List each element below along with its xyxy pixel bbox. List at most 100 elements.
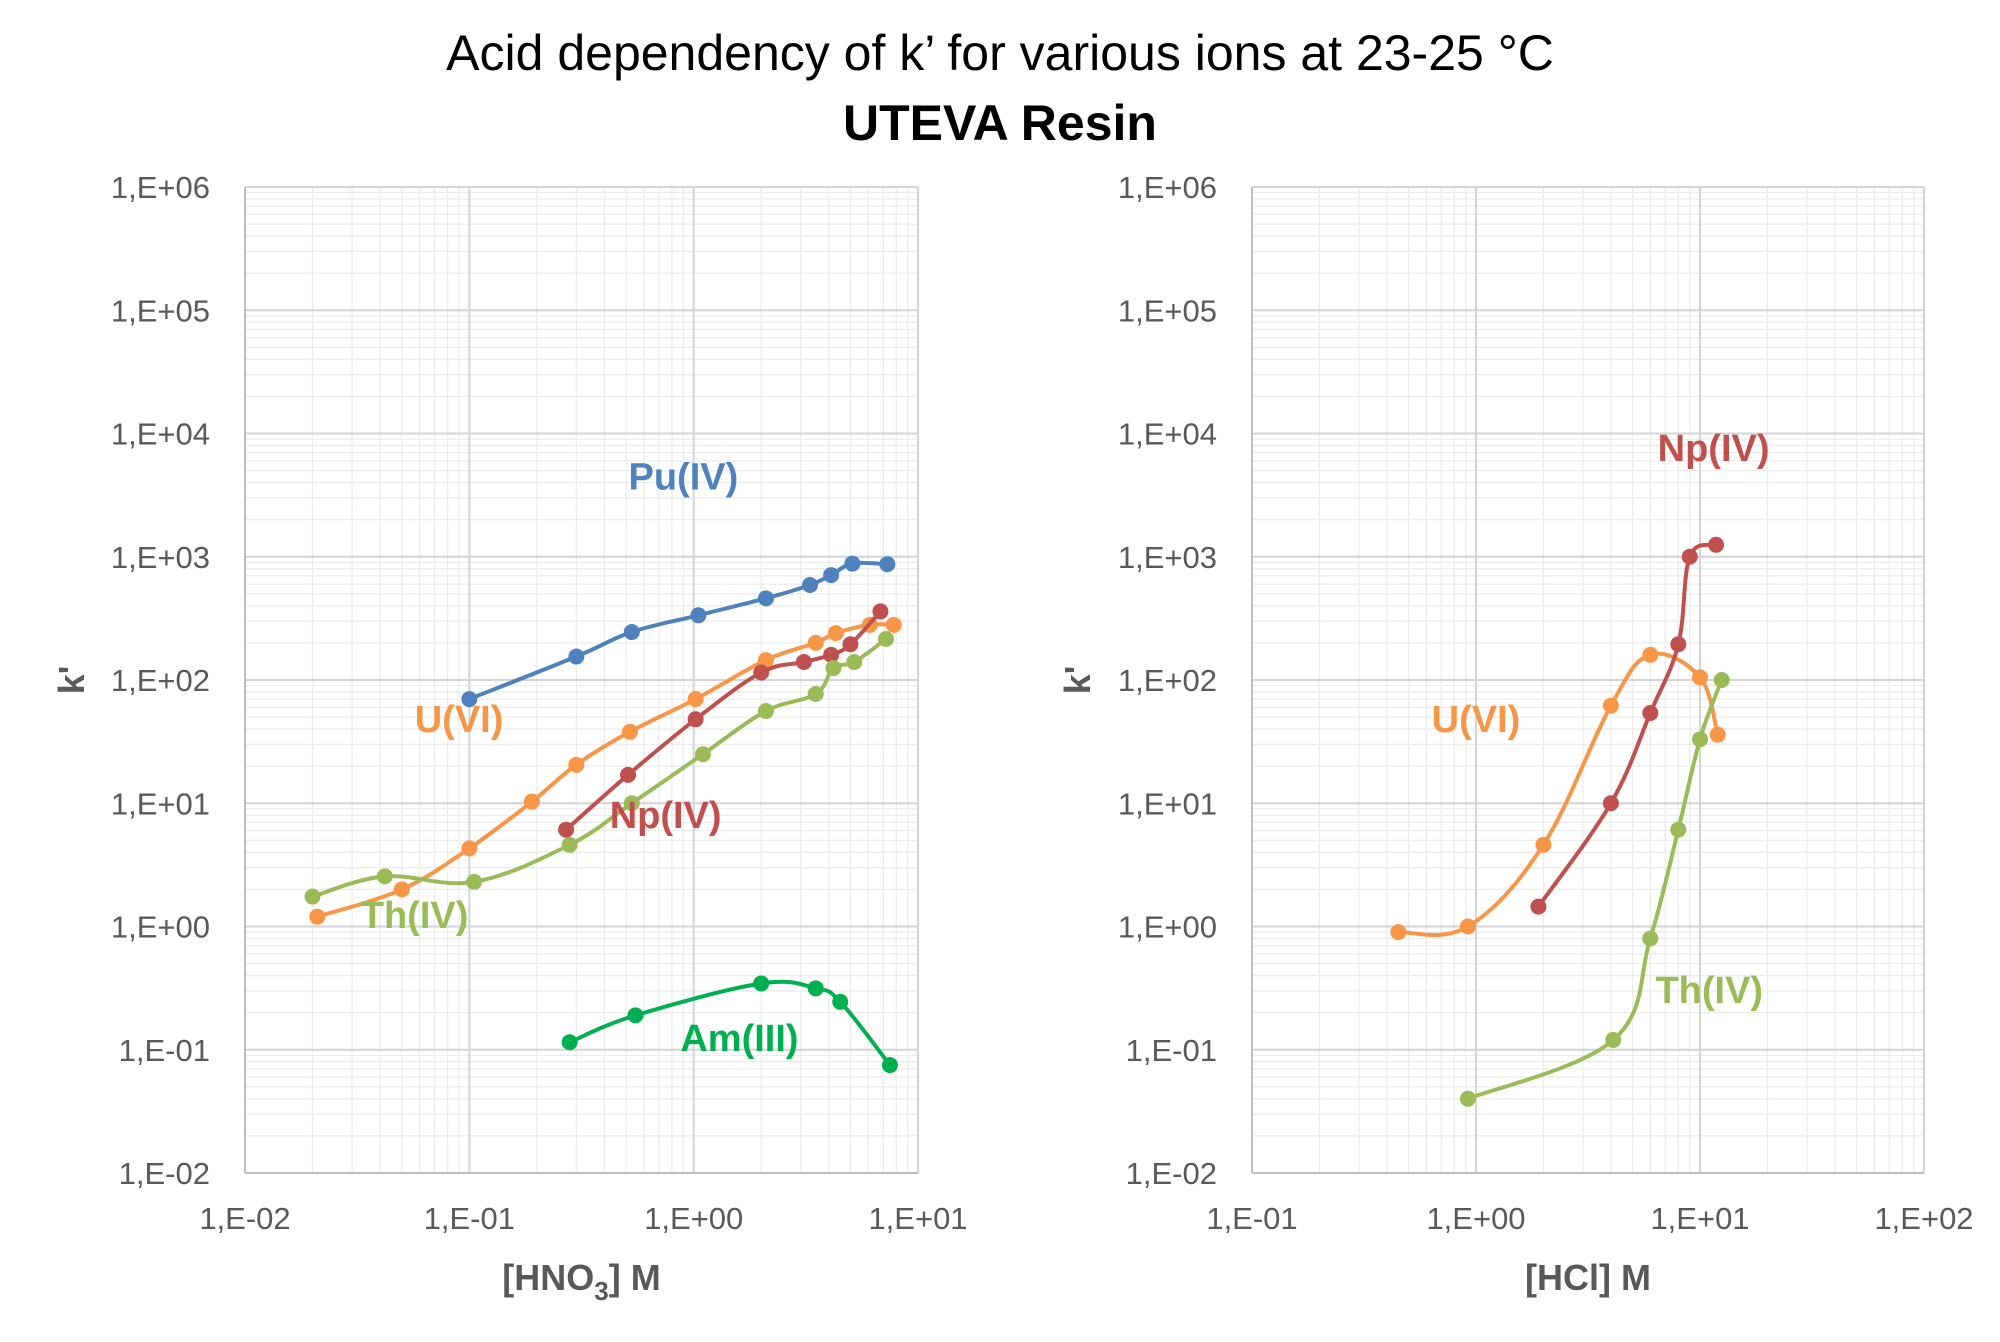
data-point [807, 980, 824, 997]
y-tick-label: 1,E-01 [119, 1033, 210, 1068]
y-tick-label: 1,E+01 [1118, 786, 1217, 821]
y-tick-label: 1,E+05 [1118, 293, 1217, 328]
y-tick-label: 1,E-01 [1126, 1033, 1217, 1068]
x-tick-label: 1,E-02 [199, 1201, 290, 1236]
data-point [807, 685, 824, 702]
data-point [823, 646, 840, 663]
data-point [568, 648, 585, 665]
data-point [690, 607, 707, 624]
data-point [1708, 536, 1725, 553]
data-point [832, 993, 849, 1010]
data-point [1713, 672, 1730, 688]
data-point [1692, 669, 1708, 686]
data-point [1670, 636, 1687, 653]
data-point [753, 664, 770, 681]
data-point [757, 703, 774, 720]
series-label: Np(IV) [610, 795, 722, 837]
data-point [825, 660, 842, 677]
data-point [621, 723, 638, 740]
series-amiii [561, 975, 898, 1074]
y-tick-label: 1,E+04 [1118, 417, 1217, 452]
y-axis-label: k' [1057, 666, 1098, 695]
data-point [1642, 930, 1659, 947]
data-point [753, 975, 770, 992]
x-tick-label: 1,E+01 [1650, 1201, 1749, 1236]
series-label: Pu(IV) [629, 457, 739, 499]
data-point [687, 711, 704, 728]
x-axis-label: [HNO3] M [502, 1257, 660, 1306]
series-npiv [558, 603, 889, 838]
data-point [801, 576, 818, 593]
y-tick-label: 1,E+03 [111, 540, 210, 575]
data-point [561, 1034, 578, 1051]
x-tick-label: 1,E+00 [644, 1201, 743, 1236]
data-point [1605, 1031, 1622, 1048]
y-tick-label: 1,E+00 [111, 910, 210, 945]
y-tick-label: 1,E+03 [1118, 540, 1217, 575]
series-uvi [309, 616, 902, 925]
series-puiv [461, 555, 896, 708]
data-point [1642, 704, 1659, 721]
series-label: U(VI) [415, 699, 504, 741]
hno3-plot: 1,E-02 1,E-01 1,E+00 1,E+01 1,E+02 1,E+03 1,E+… [51, 170, 968, 1306]
data-point [1681, 548, 1698, 565]
grid [244, 186, 919, 1174]
series-uvi [1390, 646, 1726, 941]
data-point [461, 691, 478, 708]
data-point [627, 1007, 644, 1024]
data-point [558, 821, 575, 838]
data-point [881, 1057, 898, 1074]
x-tick-label: 1,E-01 [1206, 1201, 1297, 1236]
series-npiv [1530, 536, 1725, 915]
y-tick-label: 1,E+02 [1118, 663, 1217, 698]
data-point [461, 840, 478, 857]
data-point [1709, 726, 1726, 743]
data-point [376, 868, 393, 885]
x-tick-label: 1,E+02 [1874, 1201, 1973, 1236]
data-point [561, 836, 578, 853]
data-point [1602, 795, 1619, 812]
series-label: Th(IV) [1655, 970, 1763, 1012]
data-point [393, 881, 410, 898]
y-tick-label: 1,E-02 [1126, 1156, 1217, 1191]
data-point [1459, 918, 1476, 935]
data-point [687, 691, 704, 708]
data-point [1530, 898, 1547, 915]
chart-subtitle: UTEVA Resin [843, 95, 1157, 151]
data-point [807, 634, 824, 651]
data-point [872, 603, 889, 620]
data-point [694, 746, 711, 763]
x-axis-label: [HCl] M [1525, 1257, 1651, 1298]
data-point [1692, 731, 1708, 748]
data-point [1670, 821, 1687, 838]
data-point [757, 652, 774, 669]
x-tick-label: 1,E-01 [424, 1201, 515, 1236]
data-point [844, 555, 861, 572]
data-point [827, 625, 844, 642]
series-line [1396, 651, 1720, 937]
y-tick-label: 1,E+06 [111, 170, 210, 205]
data-point [568, 756, 585, 773]
y-tick-label: 1,E+04 [111, 417, 210, 452]
data-point [523, 793, 540, 810]
y-tick-label: 1,E+00 [1118, 910, 1217, 945]
y-tick-label: 1,E+06 [1118, 170, 1217, 205]
series-label: Am(III) [680, 1018, 798, 1060]
data-point [877, 631, 894, 648]
data-point [623, 624, 640, 641]
data-point [466, 873, 483, 890]
data-point [823, 567, 840, 584]
data-point [879, 556, 896, 573]
data-point [623, 795, 640, 812]
data-point [309, 908, 326, 925]
y-tick-label: 1,E-02 [119, 1156, 210, 1191]
hcl-plot: 1,E-02 1,E-01 1,E+00 1,E+01 1,E+02 1,E+03 1,E+… [1057, 170, 1974, 1298]
y-tick-label: 1,E+01 [111, 786, 210, 821]
chart-title: Acid dependency of k’ for various ions a… [446, 25, 1554, 81]
series-thiv [304, 631, 894, 905]
grid [1251, 186, 1925, 1174]
data-point [885, 616, 902, 633]
data-point [1535, 836, 1552, 853]
series-label: U(VI) [1432, 699, 1521, 741]
